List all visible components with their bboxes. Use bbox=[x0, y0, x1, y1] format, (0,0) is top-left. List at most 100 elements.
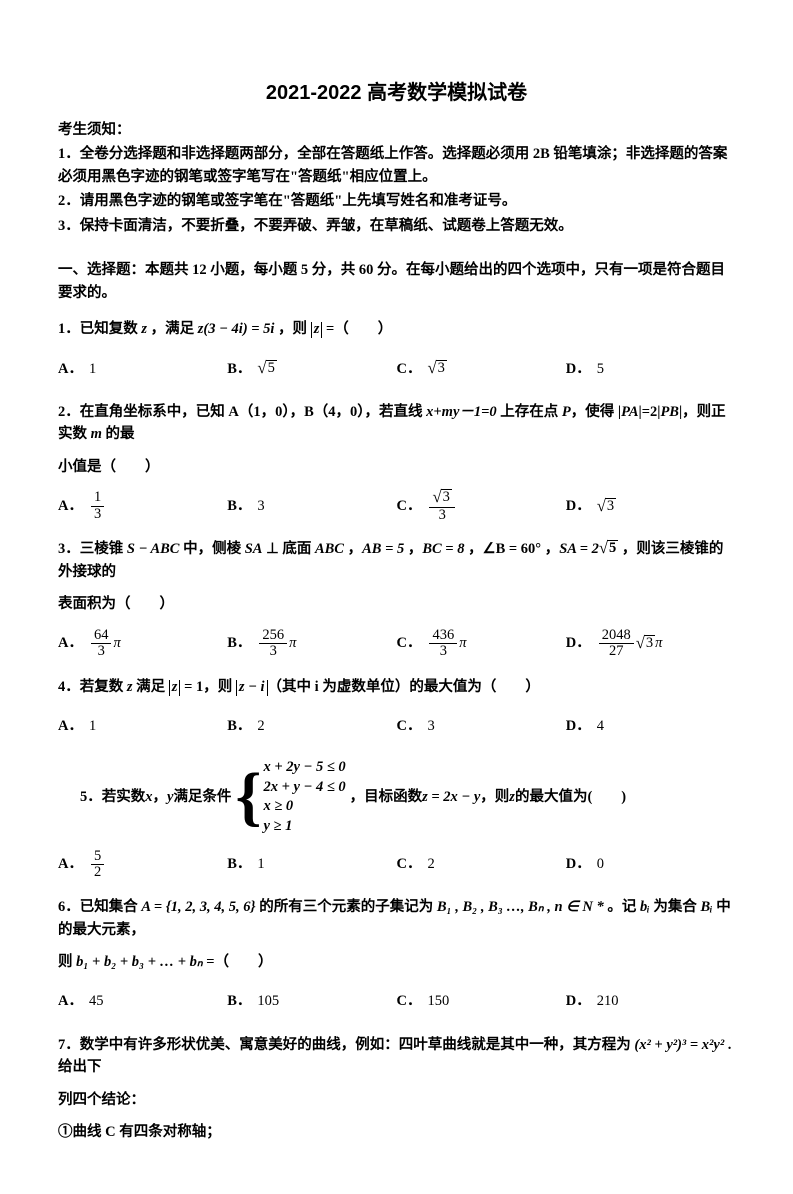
q2-m: m bbox=[91, 426, 102, 442]
instr-2: 2．请用黑色字迹的钢笔或签字笔在"答题纸"上先填写姓名和准考证号。 bbox=[58, 190, 735, 212]
q4-opt-a[interactable]: A．1 bbox=[58, 708, 227, 744]
q6-opt-a[interactable]: A．45 bbox=[58, 984, 227, 1020]
q4-t: （其中 i 为虚数单位）的最大值为（ ） bbox=[268, 679, 540, 695]
q2-t: |=2| bbox=[639, 404, 661, 420]
q2-t: ， bbox=[290, 404, 305, 420]
opt-label: C． bbox=[397, 715, 422, 737]
sqrt-icon: √3 bbox=[636, 635, 655, 652]
frac: 4363 bbox=[429, 628, 457, 659]
q3-t: ， bbox=[344, 541, 362, 557]
q6-opt-d[interactable]: D． 210 bbox=[566, 984, 735, 1020]
q2-opt-a[interactable]: A．13 bbox=[58, 488, 227, 524]
val: 210 bbox=[597, 990, 619, 1012]
q1-a-val: 1 bbox=[89, 358, 96, 380]
q3-opt-a[interactable]: A．643π bbox=[58, 626, 227, 662]
q5-text: 5．若实数 x，y 满足条件 { x + 2y − 5 ≤ 0 2x + y −… bbox=[80, 758, 735, 836]
q1-opt-c[interactable]: C．√3 bbox=[397, 351, 566, 387]
q3-sa: SA bbox=[245, 541, 263, 557]
q3-options: A．643π B．2563π C．4363π D．204827√3π bbox=[58, 626, 735, 662]
q6-t: =（ ） bbox=[203, 954, 273, 970]
val: 3 bbox=[427, 715, 434, 737]
q1-b-val: 5 bbox=[266, 360, 277, 377]
q3-t: 3．三棱锥 bbox=[58, 541, 127, 557]
sqrt-icon: √3 bbox=[427, 360, 446, 377]
question-5: 5．若实数 x，y 满足条件 { x + 2y − 5 ≤ 0 2x + y −… bbox=[58, 758, 735, 882]
q6-opt-b[interactable]: B．105 bbox=[227, 984, 396, 1020]
q4-opt-c[interactable]: C．3 bbox=[397, 708, 566, 744]
q2-PA: PA bbox=[621, 404, 638, 420]
num: 256 bbox=[259, 628, 287, 643]
q5-opt-c[interactable]: C．2 bbox=[397, 846, 566, 882]
q3-saeq: SA = 2 bbox=[559, 541, 599, 557]
q1-opt-a[interactable]: A．1 bbox=[58, 351, 227, 387]
q2-text2: 小值是（ ） bbox=[58, 456, 735, 478]
q3-opt-b[interactable]: B．2563π bbox=[227, 626, 396, 662]
q1-opt-d[interactable]: D．5 bbox=[566, 351, 735, 387]
val: 1 bbox=[257, 853, 264, 875]
q5-t: 5．若实数 bbox=[80, 786, 145, 808]
q6-opt-c[interactable]: C．150 bbox=[397, 984, 566, 1020]
q3-abc: ABC bbox=[315, 541, 344, 557]
q5-t: ，目标函数 bbox=[350, 786, 423, 808]
opt-label: B． bbox=[227, 990, 251, 1012]
q2-opt-d[interactable]: D．√3 bbox=[566, 488, 735, 524]
q2-P: P bbox=[562, 404, 571, 420]
den: 2 bbox=[91, 864, 104, 880]
frac: √33 bbox=[429, 489, 454, 522]
q6-Bi: Bᵢ bbox=[701, 899, 713, 915]
q1-mid3: ，则 bbox=[274, 321, 310, 337]
opt-label: D． bbox=[566, 358, 591, 380]
q3-opt-d[interactable]: D．204827√3π bbox=[566, 626, 735, 662]
sys-row: y ≥ 1 bbox=[263, 817, 345, 837]
sys-row: x ≥ 0 bbox=[263, 797, 345, 817]
q1-opt-b[interactable]: B．√5 bbox=[227, 351, 396, 387]
q5-t: 满足条件 bbox=[173, 786, 231, 808]
den: 3 bbox=[91, 643, 112, 659]
frac: 204827 bbox=[599, 628, 634, 659]
q4-opt-b[interactable]: B．2 bbox=[227, 708, 396, 744]
den: 27 bbox=[599, 643, 634, 659]
q3-bc: BC = 8 bbox=[422, 541, 464, 557]
q5-x: x bbox=[145, 786, 152, 808]
pi: π bbox=[289, 632, 296, 654]
q1-abs: z bbox=[311, 322, 323, 338]
den: 3 bbox=[91, 506, 104, 522]
q3-perp: ⊥ 底面 bbox=[262, 541, 315, 557]
q2-opt-c[interactable]: C．√33 bbox=[397, 488, 566, 524]
q1-post: =（ ） bbox=[322, 321, 392, 337]
sys-row: x + 2y − 5 ≤ 0 bbox=[263, 758, 345, 778]
den: 3 bbox=[429, 643, 457, 659]
q1-pre: 1．已知复数 bbox=[58, 321, 141, 337]
q7-text: 7．数学中有许多形状优美、寓意美好的曲线，例如：四叶草曲线就是其中一种，其方程为… bbox=[58, 1034, 735, 1079]
q6-text: 6．已知集合 A = {1, 2, 3, 4, 5, 6} 的所有三个元素的子集… bbox=[58, 896, 735, 941]
opt-label: C． bbox=[397, 853, 422, 875]
q2-b-val: 3 bbox=[257, 495, 264, 517]
q4-opt-d[interactable]: D．4 bbox=[566, 708, 735, 744]
opt-label: C． bbox=[397, 990, 422, 1012]
q5-opt-a[interactable]: A．52 bbox=[58, 846, 227, 882]
q2-A: A（1，0） bbox=[228, 404, 289, 420]
q2-opt-b[interactable]: B．3 bbox=[227, 488, 396, 524]
q1-options: A．1 B．√5 C．√3 D．5 bbox=[58, 351, 735, 387]
section-1-head: 一、选择题：本题共 12 小题，每小题 5 分，共 60 分。在每小题给出的四个… bbox=[58, 259, 735, 304]
val: 2 bbox=[427, 853, 434, 875]
arg: 3 bbox=[644, 635, 655, 652]
opt-label: B． bbox=[227, 715, 251, 737]
pi: π bbox=[459, 632, 466, 654]
sqrt-icon: √3 bbox=[597, 498, 616, 515]
opt-label: D． bbox=[566, 990, 591, 1012]
q5-opt-b[interactable]: B．1 bbox=[227, 846, 396, 882]
q3-opt-c[interactable]: C．4363π bbox=[397, 626, 566, 662]
frac: 2563 bbox=[259, 628, 287, 659]
q1-c-val: 3 bbox=[436, 360, 447, 377]
q2-t: 2．在直角坐标系中，已知 bbox=[58, 404, 228, 420]
q5-t: 的最大值为( ) bbox=[515, 786, 626, 808]
q5-options: A．52 B．1 C．2 D．0 bbox=[58, 846, 735, 882]
opt-label: D． bbox=[566, 853, 591, 875]
q6-bi: bᵢ bbox=[640, 899, 650, 915]
q4-t: ，则 bbox=[203, 679, 236, 695]
q6-A: A = {1, 2, 3, 4, 5, 6} bbox=[141, 899, 255, 915]
q2-line: x+my－1=0 bbox=[426, 404, 497, 420]
q2-t: 的最 bbox=[102, 426, 135, 442]
q5-opt-d[interactable]: D．0 bbox=[566, 846, 735, 882]
